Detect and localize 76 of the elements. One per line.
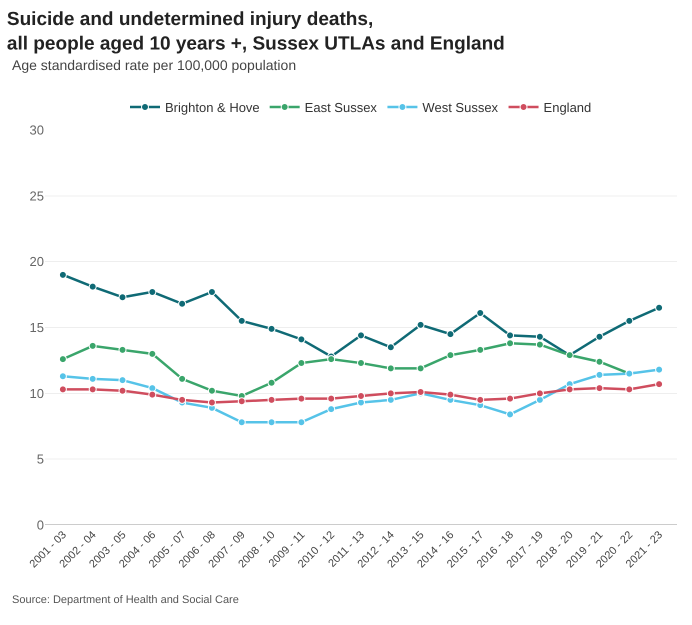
- point: [327, 394, 336, 403]
- point: [595, 332, 604, 341]
- source-note: Source: Department of Health and Social Care: [12, 594, 239, 606]
- point: [58, 385, 67, 394]
- point: [148, 390, 156, 399]
- point: [58, 372, 67, 380]
- point: [178, 300, 186, 308]
- point: [386, 389, 395, 398]
- point: [386, 343, 395, 352]
- point: [118, 386, 127, 395]
- point: [655, 366, 664, 374]
- point: [416, 364, 425, 372]
- point: [595, 358, 604, 366]
- point: [118, 293, 127, 302]
- point: [118, 346, 127, 354]
- y-tick-label: 30: [30, 122, 44, 138]
- point: [536, 340, 544, 349]
- point: [506, 339, 514, 348]
- y-tick-label: 15: [30, 320, 44, 336]
- point: [88, 385, 97, 394]
- legend-label: England: [544, 100, 592, 116]
- point: [416, 320, 425, 329]
- point: [297, 359, 306, 368]
- chart-title: Suicide and undetermined injury deaths, all people aged 10 years +, Sussex UTLAs and England: [6, 9, 505, 55]
- point: [625, 385, 634, 394]
- point: [238, 418, 246, 426]
- point: [476, 309, 484, 318]
- point: [268, 396, 276, 404]
- point: [118, 376, 127, 384]
- point: [208, 398, 216, 407]
- point: [506, 394, 514, 403]
- point: [178, 374, 186, 383]
- point: [238, 397, 246, 406]
- chart-subtitle: Age standardised rate per 100,000 population: [12, 57, 296, 73]
- legend-label: Brighton & Hove: [165, 100, 260, 116]
- point: [506, 410, 514, 418]
- legend-label: East Sussex: [304, 100, 378, 116]
- point: [506, 331, 514, 340]
- point: [595, 384, 604, 392]
- point: [297, 335, 306, 344]
- point: [58, 355, 67, 364]
- point: [536, 389, 544, 398]
- point: [178, 396, 186, 404]
- point: [58, 270, 67, 279]
- y-tick-label: 25: [30, 188, 44, 204]
- point: [88, 342, 97, 350]
- y-tick-label: 20: [30, 254, 44, 270]
- point: [476, 346, 484, 354]
- point: [88, 374, 97, 383]
- point: [625, 316, 634, 325]
- point: [446, 330, 454, 338]
- point: [386, 364, 395, 372]
- legend-label: West Sussex: [422, 100, 499, 116]
- point: [327, 355, 336, 364]
- point: [268, 378, 276, 387]
- point: [88, 282, 97, 291]
- point: [327, 405, 336, 414]
- point: [357, 331, 365, 340]
- point: [446, 351, 454, 360]
- point: [297, 418, 306, 426]
- point: [655, 380, 664, 388]
- point: [595, 370, 604, 379]
- y-tick-label: 10: [30, 386, 44, 401]
- point: [148, 350, 156, 358]
- point: [268, 324, 276, 333]
- y-tick-label: 0: [36, 518, 44, 533]
- point: [476, 396, 484, 404]
- point: [536, 332, 544, 341]
- y-tick-label: 5: [36, 452, 44, 467]
- point: [238, 316, 246, 325]
- point: [208, 386, 216, 395]
- point: [297, 394, 306, 403]
- point: [566, 385, 574, 394]
- point: [268, 418, 276, 426]
- point: [655, 304, 664, 312]
- point: [446, 390, 454, 399]
